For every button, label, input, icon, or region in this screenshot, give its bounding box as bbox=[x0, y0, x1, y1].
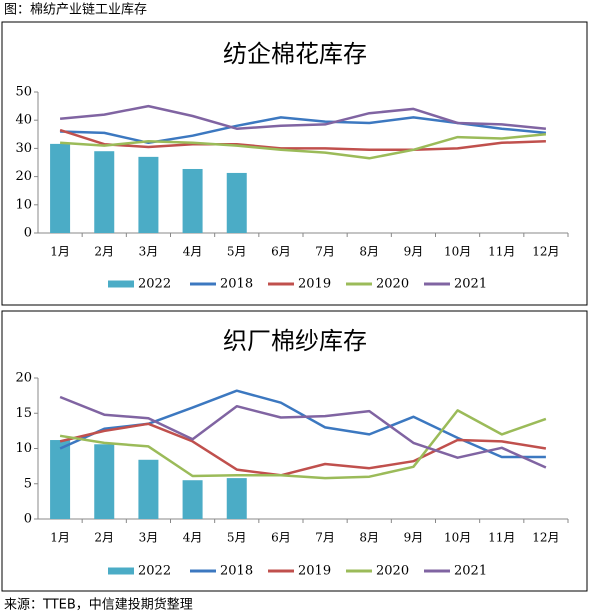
x-tick-label: 1月 bbox=[50, 245, 70, 259]
x-tick-label: 10月 bbox=[444, 531, 471, 545]
bar bbox=[50, 143, 71, 233]
x-tick-label: 12月 bbox=[532, 245, 559, 259]
x-tick-label: 2月 bbox=[94, 245, 114, 259]
legend-label: 2020 bbox=[376, 564, 409, 579]
x-tick-label: 2月 bbox=[94, 531, 114, 545]
bar bbox=[182, 480, 203, 519]
legend-label: 2018 bbox=[220, 277, 253, 292]
x-tick-label: 3月 bbox=[139, 531, 159, 545]
y-tick-label: 5 bbox=[24, 476, 32, 491]
legend-label: 2021 bbox=[454, 564, 487, 579]
panel bbox=[1, 21, 588, 306]
x-tick-label: 6月 bbox=[271, 245, 291, 259]
x-tick-label: 8月 bbox=[359, 245, 379, 259]
x-tick-label: 1月 bbox=[50, 531, 70, 545]
bar bbox=[138, 459, 159, 519]
bar bbox=[94, 444, 115, 519]
line bbox=[59, 128, 546, 152]
bar bbox=[50, 440, 71, 519]
x-tick-label: 9月 bbox=[404, 245, 424, 259]
x-tick-label: 5月 bbox=[227, 531, 247, 545]
y-tick-label: 40 bbox=[15, 113, 32, 128]
panel bbox=[1, 310, 588, 592]
x-tick-label: 4月 bbox=[183, 245, 203, 259]
line bbox=[60, 133, 547, 160]
y-tick-label: 50 bbox=[15, 85, 32, 100]
line bbox=[59, 395, 547, 469]
line bbox=[59, 409, 547, 480]
x-tick-label: 12月 bbox=[532, 531, 559, 545]
x-tick-label: 9月 bbox=[404, 531, 424, 545]
line bbox=[59, 104, 547, 130]
bar bbox=[226, 172, 247, 233]
x-tick-label: 3月 bbox=[139, 245, 159, 259]
bar bbox=[182, 168, 203, 233]
legend-label: 2022 bbox=[138, 564, 171, 579]
line bbox=[59, 422, 547, 477]
x-tick-label: 6月 bbox=[271, 531, 291, 545]
legend-label: 2019 bbox=[298, 277, 331, 292]
y-tick-label: 15 bbox=[15, 406, 32, 421]
y-tick-label: 20 bbox=[15, 169, 32, 184]
x-tick-label: 8月 bbox=[359, 531, 379, 545]
line bbox=[59, 389, 546, 459]
bar bbox=[226, 478, 247, 519]
legend-label: 2020 bbox=[376, 277, 409, 292]
line bbox=[60, 116, 547, 145]
x-tick-label: 11月 bbox=[488, 245, 515, 259]
x-tick-label: 10月 bbox=[444, 245, 471, 259]
x-tick-label: 7月 bbox=[315, 531, 335, 545]
x-tick-label: 4月 bbox=[183, 531, 203, 545]
legend-label: 2018 bbox=[220, 564, 253, 579]
y-tick-label: 10 bbox=[15, 197, 32, 212]
source: 来源：TTEB，中信建投期货整理 bbox=[4, 597, 193, 613]
y-tick-label: 0 bbox=[24, 512, 32, 527]
legend-label: 2022 bbox=[138, 277, 171, 292]
x-tick-label: 5月 bbox=[227, 245, 247, 259]
y-tick-label: 10 bbox=[15, 441, 32, 456]
x-tick-label: 11月 bbox=[488, 531, 515, 545]
header: 图：棉纺产业链工业库存 bbox=[4, 2, 147, 18]
bar bbox=[138, 156, 159, 233]
legend-label: 2019 bbox=[298, 564, 331, 579]
y-tick-label: 20 bbox=[15, 371, 32, 386]
y-tick-label: 30 bbox=[15, 141, 32, 156]
x-tick-label: 7月 bbox=[315, 245, 335, 259]
bar bbox=[94, 151, 115, 233]
y-tick-label: 0 bbox=[24, 226, 32, 241]
chart-title: 织厂棉纱库存 bbox=[223, 327, 367, 355]
chart-title: 纺企棉花库存 bbox=[223, 40, 367, 68]
legend-label: 2021 bbox=[454, 277, 487, 292]
